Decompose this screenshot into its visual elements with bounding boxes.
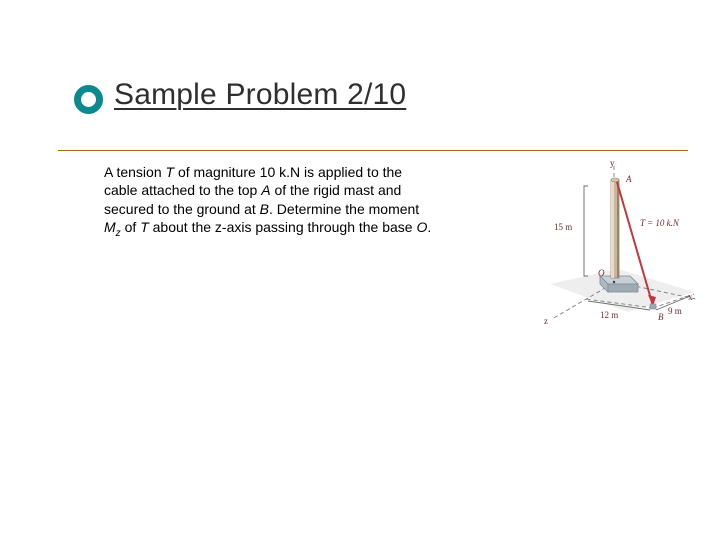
title-bullet-ring [74,85,103,114]
body-line-2: cable attached to the top A of the rigid… [104,181,524,199]
problem-statement: A tension T of magniture 10 k.N is appli… [104,163,524,241]
mast-diagram: y A 15 m T = 10 k.N O x z 12 m 9 m B [548,164,696,332]
label-15m: 15 m [554,222,572,232]
title-rule [58,150,688,151]
title-wrap: Sample Problem 2/10 [114,78,406,112]
label-y: y [610,158,615,168]
label-9m: 9 m [668,306,682,316]
base-block [600,276,638,292]
label-T: T = 10 k.N [640,218,679,228]
label-12m: 12 m [600,310,618,320]
label-B: B [658,312,664,322]
label-x: x [688,292,693,302]
label-z: z [544,316,548,326]
body-line-1: A tension T of magniture 10 k.N is appli… [104,163,524,181]
anchor-B [650,304,656,309]
body-line-3: secured to the ground at B. Determine th… [104,200,524,218]
mast [611,178,619,278]
body-line-4: Mz of T about the z-axis passing through… [104,218,524,240]
origin-O-dot [613,281,615,283]
label-O: O [598,268,605,278]
slide-title: Sample Problem 2/10 [114,78,406,111]
dim-15m-bracket [584,186,588,276]
label-A: A [626,174,632,184]
slide: { "title": { "text": "Sample Problem 2/1… [0,0,720,540]
